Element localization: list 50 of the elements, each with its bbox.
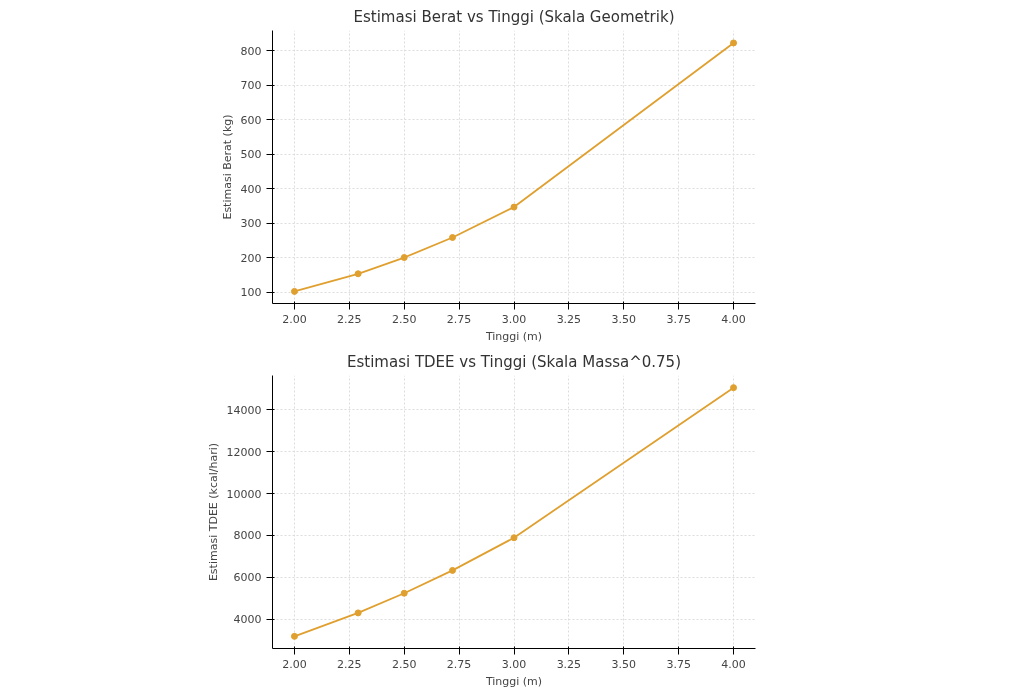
- x-axis-title: Tinggi (m): [484, 674, 543, 688]
- point: [400, 254, 408, 262]
- x-tick-label: 3.00: [501, 657, 527, 671]
- y-tick-label: 600: [240, 113, 262, 127]
- x-tick-label: 3.25: [556, 312, 582, 326]
- chart-title: Estimasi TDEE vs Tinggi (Skala Massa^0.75): [346, 352, 682, 371]
- x-tick-label: 2.50: [391, 657, 417, 671]
- x-axis-title: Tinggi (m): [484, 329, 543, 343]
- point: [730, 384, 738, 392]
- x-tick-label: 3.00: [501, 312, 527, 326]
- x-tick-label: 2.00: [282, 312, 307, 326]
- point: [354, 270, 362, 278]
- x-tick-label: 2.75: [446, 312, 472, 326]
- point: [449, 566, 457, 574]
- y-tick-label: 800: [240, 44, 262, 58]
- x-tick-label: 4.00: [721, 312, 746, 326]
- y-tick-label: 700: [240, 79, 262, 93]
- x-tick-label: 3.50: [611, 312, 637, 326]
- y-tick-label: 4000: [233, 613, 262, 627]
- point: [354, 609, 362, 617]
- y-tick-label: 100: [240, 286, 262, 300]
- y-axis-title: Estimasi Berat (kg): [220, 114, 234, 220]
- point: [510, 203, 518, 211]
- x-tick-label: 2.00: [282, 657, 307, 671]
- y-tick-label: 14000: [226, 403, 262, 417]
- x-tick-label: 4.00: [721, 657, 746, 671]
- y-tick-label: 12000: [226, 445, 262, 459]
- y-axis-title: Estimasi TDEE (kcal/hari): [206, 442, 220, 582]
- point: [400, 589, 408, 597]
- y-tick-label: 200: [240, 251, 262, 265]
- point: [290, 287, 298, 295]
- x-tick-label: 3.25: [556, 657, 582, 671]
- point: [510, 534, 518, 542]
- point: [290, 632, 298, 640]
- y-tick-label: 8000: [233, 529, 262, 543]
- y-tick-label: 6000: [233, 571, 262, 585]
- x-tick-label: 3.75: [666, 657, 691, 671]
- point: [730, 39, 738, 47]
- x-tick-label: 2.75: [446, 657, 472, 671]
- x-tick-label: 3.75: [666, 312, 691, 326]
- y-tick-label: 300: [240, 217, 262, 231]
- point: [449, 234, 457, 241]
- x-tick-label: 3.50: [611, 657, 637, 671]
- y-tick-label: 500: [240, 148, 262, 162]
- x-tick-label: 2.25: [337, 312, 362, 326]
- x-tick-label: 2.50: [391, 312, 417, 326]
- chart-title: Estimasi Berat vs Tinggi (Skala Geometrik): [353, 7, 675, 26]
- y-tick-label: 10000: [226, 487, 262, 501]
- x-tick-label: 2.25: [337, 657, 362, 671]
- y-tick-label: 400: [240, 182, 262, 196]
